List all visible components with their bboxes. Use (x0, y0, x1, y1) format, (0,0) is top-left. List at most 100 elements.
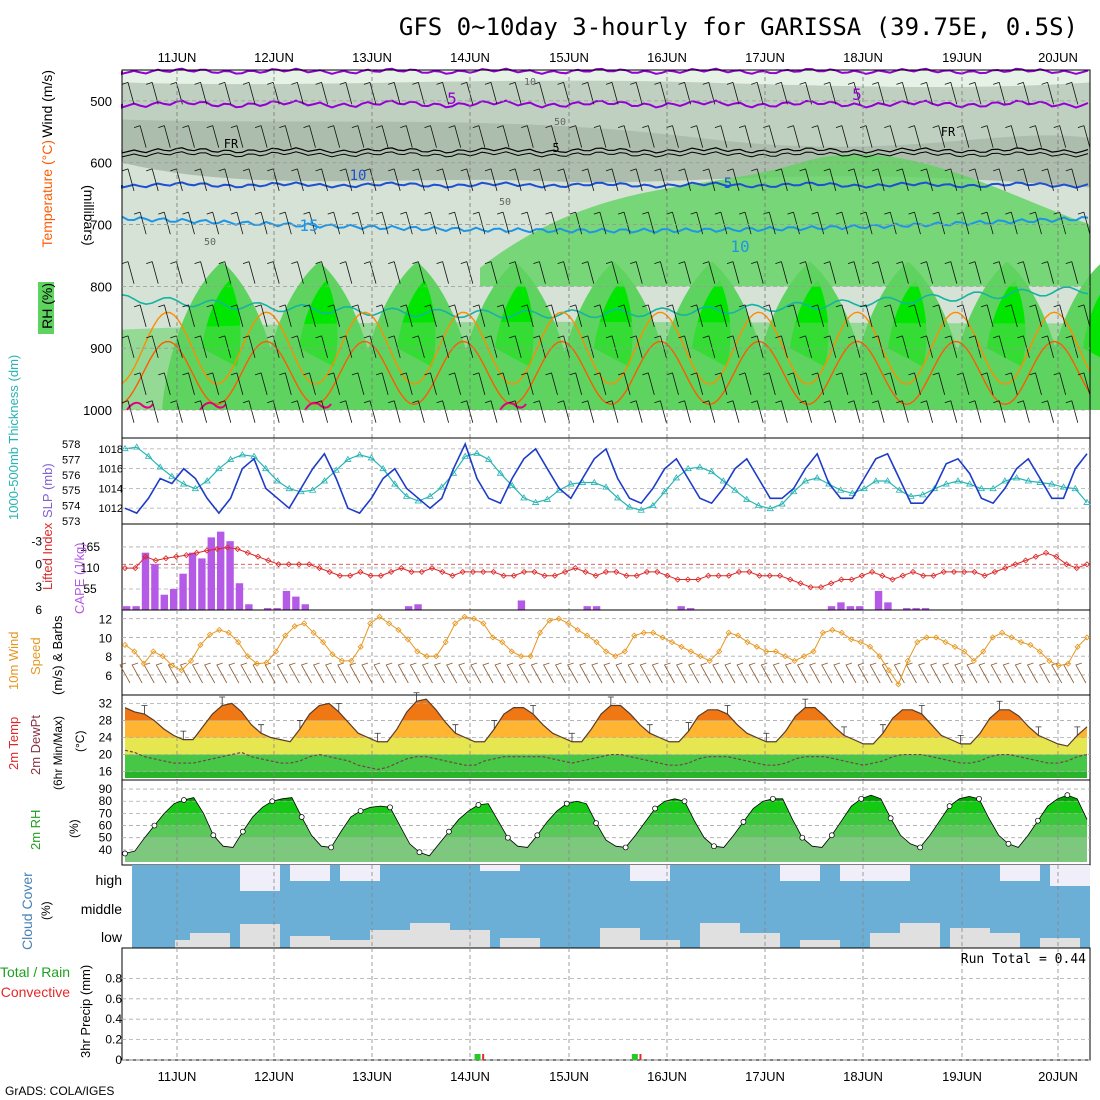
cloud-high-bar (340, 865, 380, 881)
temp-tick: 32 (99, 696, 113, 710)
wind-barb (412, 168, 425, 192)
wind-barb (482, 662, 494, 684)
wind-barb (663, 662, 675, 684)
wind-barb (811, 125, 825, 148)
lifted-index-line-point (1053, 553, 1060, 560)
wind-barb (968, 400, 982, 423)
cape-bar (856, 606, 864, 610)
lifted-index-line-point (705, 572, 712, 579)
wind-barb (605, 261, 619, 284)
wind-axis-label: 10m Wind (6, 631, 21, 690)
lifted-index-line-point (1063, 561, 1070, 568)
run-total: Run Total = 0.44 (961, 952, 1086, 967)
minmax-whisker (413, 692, 420, 702)
wind-speed-line-point (782, 653, 789, 660)
cape-tick: 55 (83, 582, 97, 596)
rh-green-low (122, 321, 1090, 410)
lifted-index-line-point (254, 553, 262, 560)
lifted-index-line-point (582, 568, 589, 575)
wind-barb (436, 261, 449, 284)
wind-barb (835, 372, 849, 396)
wind-barb (993, 400, 1006, 423)
thickness-tick: 576 (62, 470, 80, 482)
wind-speed-line-point (951, 643, 959, 650)
wind-barb (375, 372, 389, 396)
lifted-index-line-point (418, 568, 425, 575)
wind-barb (375, 125, 389, 148)
wind-barb (291, 168, 304, 192)
thickness-line-point (133, 443, 141, 450)
thickness-line-point (813, 474, 821, 481)
wind-barb (678, 261, 691, 284)
cape-bar (686, 608, 695, 610)
lifted-index-line-point (950, 568, 958, 575)
wind-barb (158, 304, 171, 328)
isotherm-magenta (499, 401, 527, 411)
lifted-index-line-point (899, 572, 906, 579)
temp-tick: 28 (99, 713, 113, 727)
wind-tick: 10 (99, 631, 113, 645)
wind-speed-line-point (885, 667, 893, 674)
date-label-bottom: 16JUN (647, 1069, 687, 1084)
wind-barb (678, 168, 691, 192)
wind-barb (980, 304, 994, 328)
date-label-bottom: 12JUN (254, 1069, 294, 1084)
rh-point (946, 803, 953, 809)
thickness-line-point (743, 495, 751, 502)
wind-barb (654, 81, 667, 105)
cape-axis-label: CAPE (J/kg) (72, 542, 87, 614)
wind-barb (509, 335, 522, 358)
wind-barb (388, 81, 401, 105)
date-label-top: 15JUN (549, 50, 589, 65)
wind-speed-line-point (961, 648, 968, 655)
thickness-tick: 578 (62, 439, 80, 451)
isotherm-blue (121, 181, 1089, 189)
isotherm-label: 15 (299, 216, 318, 235)
wind-barb (978, 662, 990, 684)
wind-barb (375, 211, 389, 235)
wind-speed-line-point (876, 653, 883, 660)
wind-barb (884, 125, 897, 148)
wind-speed-line-point (1065, 660, 1072, 667)
lifted-index-line-point (336, 572, 343, 579)
lifted-index-line-point (909, 568, 917, 575)
cloud-high-bar (1050, 865, 1090, 886)
wind-barb (496, 372, 510, 396)
thickness-line-point (215, 464, 223, 472)
temp-line (124, 698, 1088, 747)
wind-barb (388, 335, 401, 358)
thickness-line-point (1059, 483, 1068, 490)
lifted-index-line-point (295, 561, 303, 568)
temp-band (125, 720, 1087, 738)
wind-barb (472, 125, 486, 148)
wind-speed-line-point (621, 648, 628, 655)
wind-barb (990, 662, 1002, 684)
wind-speed-line-point (235, 639, 242, 646)
wind-speed-line-point (291, 623, 298, 630)
wind-barb (1014, 662, 1026, 684)
wind-barb (605, 81, 619, 105)
isotherm-label: 5 (724, 176, 732, 192)
rh-band (125, 825, 1087, 838)
wind-barb (254, 372, 268, 396)
wind-barb (279, 211, 292, 235)
wind-barb (206, 372, 220, 396)
precip-tick: 0.6 (105, 992, 122, 1006)
wind-barb (642, 211, 655, 235)
lifted-index-line-point (234, 545, 241, 553)
date-label-bottom: 18JUN (843, 1069, 883, 1084)
wind-barb (1029, 372, 1042, 396)
wind-barb (349, 662, 361, 684)
wind-speed-line-point (536, 629, 544, 636)
date-label-top: 16JUN (647, 50, 687, 65)
wind-barb (300, 662, 312, 684)
thickness-line-point (660, 487, 669, 495)
temp-axis-label: 2m Temp (6, 717, 21, 770)
panel-frame (121, 523, 1091, 611)
wind-speed-line-point (367, 620, 374, 627)
cape-bar (583, 606, 591, 610)
wind-barb (821, 662, 833, 684)
thickness-line-point (273, 477, 282, 484)
wind-speed-line-point (989, 634, 996, 641)
isotherm-label: 50 (499, 197, 511, 208)
